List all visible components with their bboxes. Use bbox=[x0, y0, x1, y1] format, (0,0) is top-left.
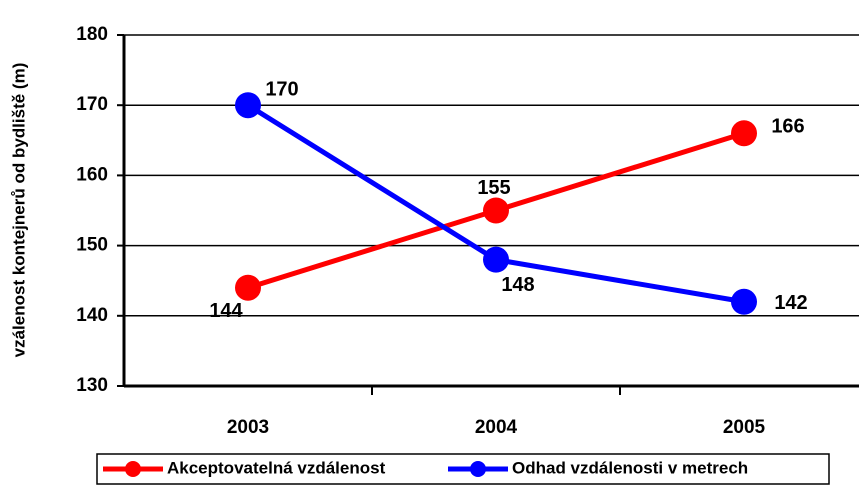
marker bbox=[235, 92, 261, 119]
x-tick-label: 2003 bbox=[227, 417, 269, 438]
marker bbox=[731, 288, 757, 315]
y-tick-label: 180 bbox=[76, 24, 108, 45]
x-tick-label: 2005 bbox=[723, 417, 766, 438]
y-tick-label: 130 bbox=[76, 375, 108, 396]
data-label: 166 bbox=[771, 116, 804, 138]
marker bbox=[731, 120, 757, 147]
y-tick-label: 160 bbox=[76, 164, 108, 185]
legend-marker bbox=[470, 461, 486, 477]
data-label: 144 bbox=[209, 300, 243, 322]
data-label: 142 bbox=[774, 292, 807, 314]
data-label: 155 bbox=[477, 177, 510, 199]
y-axis-label: vzálenost kontejnerů od bydliště (m) bbox=[9, 63, 28, 358]
legend-marker bbox=[125, 461, 141, 477]
marker bbox=[483, 197, 509, 224]
x-tick-label: 2004 bbox=[475, 417, 518, 438]
marker bbox=[483, 246, 509, 273]
legend-label: Akceptovatelná vzdálenost bbox=[167, 458, 386, 477]
data-label: 170 bbox=[265, 78, 298, 100]
y-tick-label: 140 bbox=[76, 305, 108, 326]
y-tick-label: 170 bbox=[76, 94, 108, 115]
legend-label: Odhad vzdálenosti v metrech bbox=[512, 458, 748, 477]
y-tick-label: 150 bbox=[76, 235, 108, 256]
marker bbox=[235, 274, 261, 301]
data-label: 148 bbox=[501, 274, 534, 296]
